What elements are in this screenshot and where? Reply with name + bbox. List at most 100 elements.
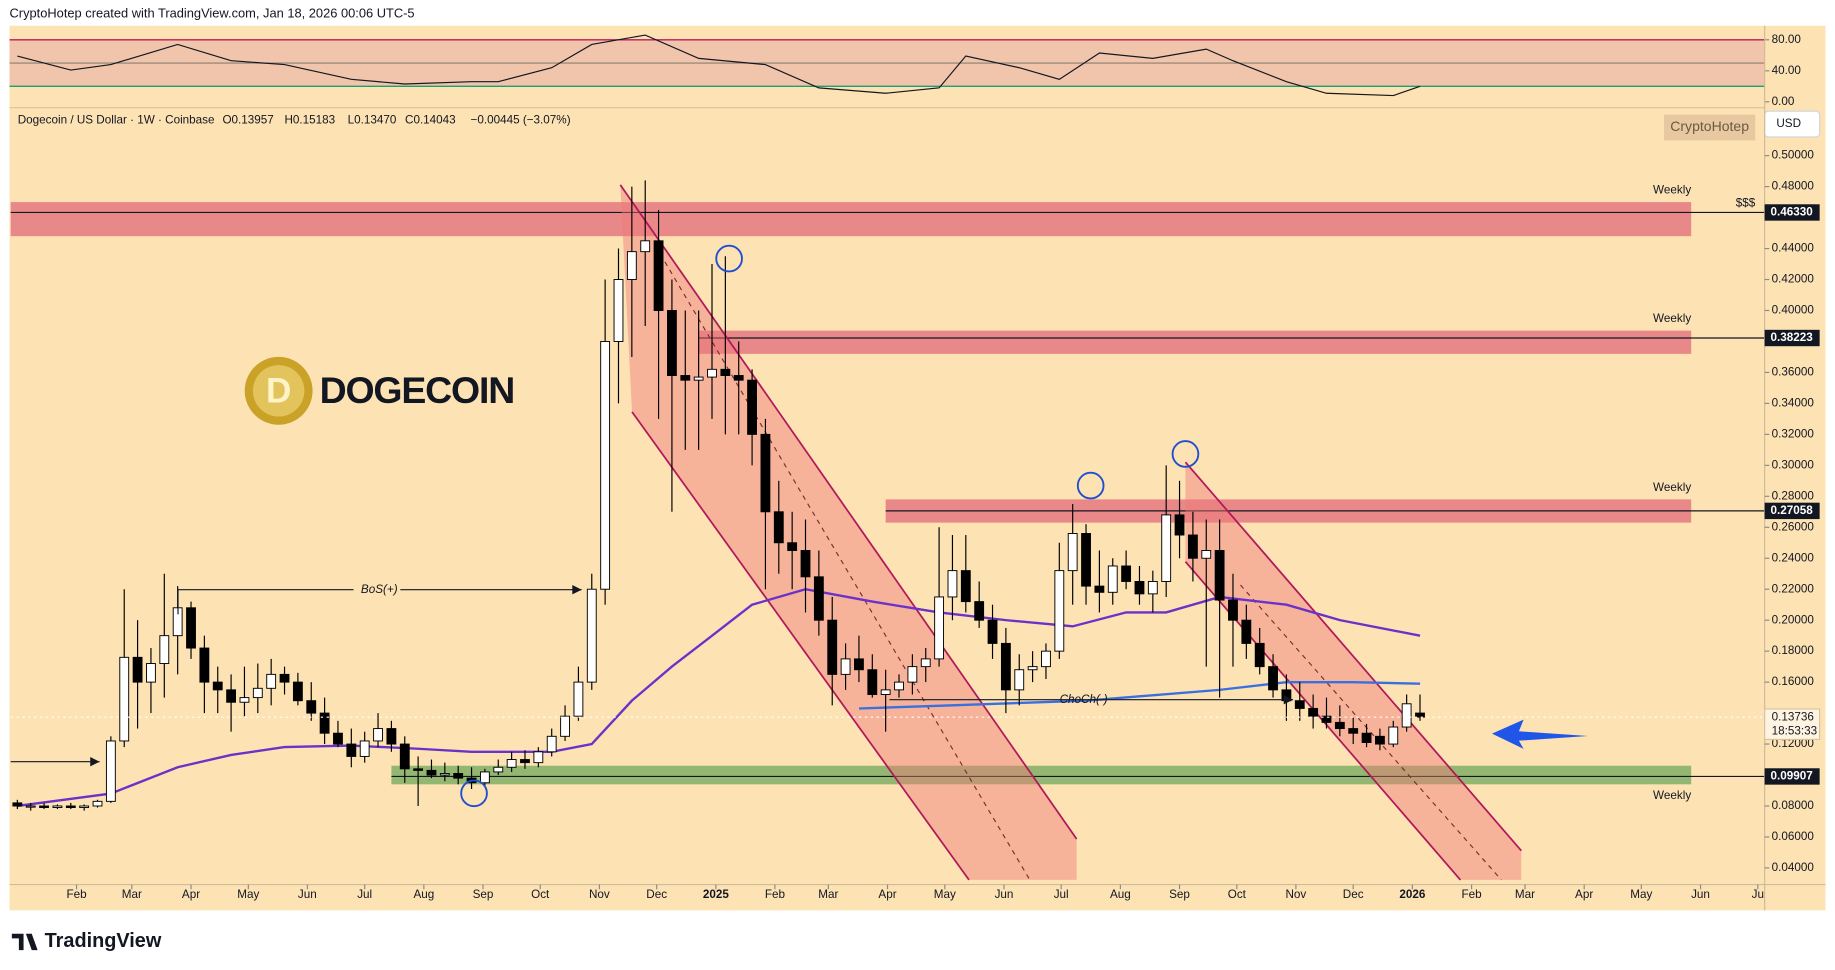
candle-body xyxy=(199,647,210,683)
candle-body xyxy=(613,279,624,342)
candle-body xyxy=(1187,534,1198,559)
candle-body xyxy=(132,656,143,683)
y-tick-label: 0.26000 xyxy=(1772,520,1815,533)
label-background xyxy=(353,581,401,598)
candle-body xyxy=(1334,721,1345,730)
y-tick-label: 0.36000 xyxy=(1772,366,1815,379)
x-tick-label: Dec xyxy=(646,888,667,901)
candle-body xyxy=(52,805,63,809)
candle-body xyxy=(479,771,490,784)
y-tick-label: 0.18000 xyxy=(1772,644,1815,657)
candle-body xyxy=(413,768,424,771)
symbol-title: Dogecoin / US Dollar · 1W · Coinbase xyxy=(18,114,215,127)
candle-body xyxy=(1361,732,1372,743)
x-tick-label: Feb xyxy=(66,888,87,901)
candle-body xyxy=(306,700,317,714)
candle-body xyxy=(1348,728,1359,734)
candle-body xyxy=(894,681,904,691)
x-tick-label: 2025 xyxy=(703,888,730,901)
y-tick-label: 0.32000 xyxy=(1772,427,1815,440)
currency[interactable]: USD xyxy=(1776,117,1801,130)
candle-body xyxy=(987,619,998,644)
candle-body xyxy=(105,740,116,802)
candle-body xyxy=(840,658,851,675)
candle-body xyxy=(680,375,691,381)
x-tick-label: Jun xyxy=(298,888,317,901)
highlight-circle xyxy=(460,779,488,808)
ohlc-value: −0.00445 (−3.07%) xyxy=(471,114,571,127)
candle-body xyxy=(373,728,383,742)
candle-body xyxy=(533,751,544,764)
candle-body xyxy=(399,743,410,770)
y-tick-label: 0.42000 xyxy=(1772,273,1815,286)
y-tick-label: 0.22000 xyxy=(1772,582,1815,595)
channel-line xyxy=(1184,461,1522,852)
y-tick-label: 0.28000 xyxy=(1772,489,1815,502)
logo-coin-inner xyxy=(252,365,305,417)
x-tick-label: Feb xyxy=(1461,888,1482,901)
x-tick-label: Apr xyxy=(182,888,200,901)
candle-body xyxy=(787,542,798,551)
candle-body xyxy=(693,376,704,381)
level-tag xyxy=(1764,768,1820,785)
candle-body xyxy=(439,773,450,776)
channel-fill xyxy=(1185,462,1522,880)
candle-body xyxy=(12,802,23,807)
level-tag-label: 0.46330 xyxy=(1770,206,1813,219)
candle-body xyxy=(226,689,237,703)
candle-body xyxy=(159,635,170,665)
highlight-circle xyxy=(1171,440,1200,468)
level-tag-label: 0.09907 xyxy=(1770,770,1812,783)
x-tick-label: May xyxy=(1630,888,1652,901)
candle-body xyxy=(520,759,530,764)
highlight-circle xyxy=(1076,471,1105,500)
candle-body xyxy=(1228,599,1238,621)
y-tick-label: 0.24000 xyxy=(1772,551,1815,564)
zone-note: Weekly xyxy=(1653,481,1691,494)
candle-body xyxy=(626,251,637,280)
x-tick-label: Aug xyxy=(1110,888,1131,901)
candle-body xyxy=(1161,514,1172,582)
y-tick-label: 0.30000 xyxy=(1772,458,1815,471)
x-tick-label: Apr xyxy=(1575,888,1593,901)
x-tick-label: Feb xyxy=(765,888,786,901)
rsi-line xyxy=(17,34,1421,97)
y-tick-label: 0.08000 xyxy=(1772,799,1815,812)
level-tag-label: 0.38223 xyxy=(1770,331,1813,344)
candle-body xyxy=(119,656,130,742)
candle-body xyxy=(733,375,744,381)
legend: Dogecoin / US Dollar · 1W · Coinbase xyxy=(18,114,215,127)
candle-body xyxy=(25,805,36,808)
rsi-tick-label: 80.00 xyxy=(1772,33,1802,46)
candle-body xyxy=(1401,703,1412,728)
candle-body xyxy=(1214,550,1225,601)
candle-body xyxy=(493,766,504,773)
candle-body xyxy=(1121,565,1132,582)
choch-label: ChoCh(-) xyxy=(1060,693,1108,706)
candle-body xyxy=(546,735,557,753)
moving-average xyxy=(17,588,1421,808)
candle-body xyxy=(586,588,597,683)
countdown: 18:53:33 xyxy=(1772,724,1818,737)
zone xyxy=(391,765,1692,785)
candle-body xyxy=(92,800,103,807)
candle-body xyxy=(79,805,90,809)
candle-body xyxy=(1054,570,1065,652)
candle-body xyxy=(974,601,985,621)
zones: Weekly Weekly Weekly Weekly xyxy=(10,183,1765,802)
candle-body xyxy=(186,607,196,649)
candle-body xyxy=(359,740,370,757)
arrow-head xyxy=(572,585,582,595)
candle-body xyxy=(827,619,838,675)
channel-midline xyxy=(1240,584,1502,881)
logo-text: DOGECOIN xyxy=(320,369,514,411)
candle-body xyxy=(747,379,757,435)
ohlc-legend: O0.13957 H0.15183 L0.13470 C0.14043 −0.00445… xyxy=(222,114,570,127)
y-tick-label: 0.20000 xyxy=(1772,613,1815,626)
candle-body xyxy=(947,570,958,598)
candle-body xyxy=(1081,532,1091,587)
candle-body xyxy=(212,681,223,691)
candle-body xyxy=(1094,585,1105,593)
level-tag xyxy=(1764,204,1820,221)
